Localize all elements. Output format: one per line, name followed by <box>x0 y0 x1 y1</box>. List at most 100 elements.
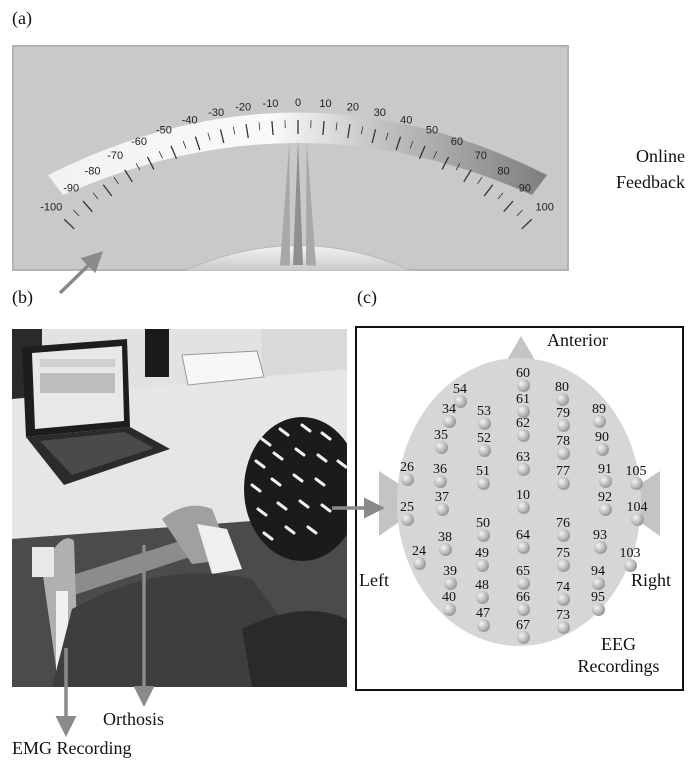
online-feedback-line2: Feedback <box>616 172 685 192</box>
eeg-electrode-38: 38 <box>425 530 465 556</box>
electrode-number: 95 <box>591 590 605 605</box>
panel-label-c: (c) <box>357 287 377 307</box>
electrode-number: 60 <box>516 366 530 381</box>
electrode-dot <box>593 541 607 554</box>
eeg-electrode-80: 80 <box>542 380 582 406</box>
electrode-number: 26 <box>400 460 414 475</box>
electrode-dot <box>400 513 414 526</box>
panel-label-b: (b) <box>12 287 33 307</box>
electrode-dot <box>556 529 570 542</box>
meter-needle <box>293 140 303 265</box>
electrode-number: 65 <box>516 564 530 579</box>
electrode-dot <box>623 559 637 572</box>
meter-tick <box>232 126 236 135</box>
electrode-dot <box>591 603 605 616</box>
meter-tick <box>521 218 533 230</box>
meter-tick <box>182 140 187 149</box>
meter-tick <box>135 163 141 171</box>
orthosis-label: Orthosis <box>103 709 165 729</box>
meter-tick-label: -70 <box>107 150 123 162</box>
eeg-electrode-105: 105 <box>616 464 656 490</box>
electrode-dot <box>598 503 612 516</box>
meter-tick <box>371 129 377 144</box>
electrode-number: 48 <box>475 578 489 593</box>
eeg-electrode-62: 62 <box>503 416 543 442</box>
meter-tick-label: -50 <box>156 124 172 136</box>
eeg-electrode-24: 24 <box>399 544 439 570</box>
meter-tick <box>63 218 75 230</box>
electrode-number: 53 <box>477 404 491 419</box>
eeg-electrode-35: 35 <box>421 428 461 454</box>
meter-tick <box>124 169 133 183</box>
meter-tick <box>409 140 414 149</box>
eeg-electrode-64: 64 <box>503 528 543 554</box>
electrode-number: 80 <box>555 380 569 395</box>
meter-needle <box>305 140 316 266</box>
eeg-electrode-39: 39 <box>430 564 470 590</box>
electrode-dot <box>516 379 530 392</box>
electrode-number: 35 <box>434 428 448 443</box>
meter-tick-label: -30 <box>208 107 224 119</box>
meter-tick <box>207 132 211 141</box>
electrode-number: 47 <box>476 606 490 621</box>
eeg-electrode-67: 67 <box>503 618 543 644</box>
eeg-electrode-73: 73 <box>543 608 583 634</box>
meter-tick <box>219 129 225 144</box>
electrode-number: 39 <box>443 564 457 579</box>
electrode-number: 25 <box>400 500 414 515</box>
electrode-number: 90 <box>595 430 609 445</box>
electrode-dot <box>477 417 491 430</box>
electrode-dot <box>442 415 456 428</box>
electrode-number: 50 <box>476 516 490 531</box>
electrode-number: 76 <box>556 516 570 531</box>
eeg-electrode-50: 50 <box>463 516 503 542</box>
electrode-number: 89 <box>592 402 606 417</box>
meter-tick <box>360 126 364 135</box>
eeg-electrode-79: 79 <box>543 406 583 432</box>
electrode-dot <box>475 559 489 572</box>
eeg-electrode-60: 60 <box>503 366 543 392</box>
meter-needle <box>280 140 291 266</box>
meter-tick-label: 60 <box>451 136 463 148</box>
eeg-electrode-25: 25 <box>387 500 427 526</box>
electrode-dot <box>595 443 609 456</box>
electrode-number: 91 <box>598 462 612 477</box>
left-ear-marker <box>379 471 399 536</box>
electrode-number: 52 <box>477 431 491 446</box>
electrode-number: 74 <box>556 580 570 595</box>
meter-tick-label: -40 <box>182 115 198 127</box>
electrode-number: 40 <box>442 590 456 605</box>
eeg-electrode-36: 36 <box>420 462 460 488</box>
meter-tick <box>385 132 389 141</box>
electrode-dot <box>591 577 605 590</box>
meter-tick <box>92 192 99 200</box>
eeg-electrode-93: 93 <box>580 528 620 554</box>
meter-tick <box>395 136 402 151</box>
meter-tick <box>73 209 80 217</box>
electrode-number: 103 <box>619 546 641 561</box>
eeg-head-map: 60 54 80 61 34 53 79 89 62 35 52 78 90 63 26 36 51 77 91 10… <box>355 326 684 691</box>
meter-tick-label: -90 <box>63 183 79 195</box>
electrode-number: 67 <box>516 618 530 633</box>
electrode-dot <box>443 577 457 590</box>
meter-tick <box>347 124 351 139</box>
electrode-dot <box>516 603 530 616</box>
eeg-electrode-78: 78 <box>543 434 583 460</box>
electrode-number: 36 <box>433 462 447 477</box>
electrode-number: 37 <box>435 490 449 505</box>
eeg-electrode-89: 89 <box>579 402 619 428</box>
meter-tick-label: -20 <box>235 101 251 113</box>
electrode-dot <box>556 477 570 490</box>
meter-tick-label: 100 <box>536 202 554 214</box>
electrode-dot <box>442 603 456 616</box>
right-label: Right <box>631 570 672 590</box>
electrode-dot <box>453 395 467 408</box>
electrode-number: 49 <box>475 546 489 561</box>
eeg-electrode-94: 94 <box>578 564 618 590</box>
meter-tick-label: 50 <box>426 124 438 136</box>
eeg-electrode-91: 91 <box>585 462 625 488</box>
electrode-dot <box>516 429 530 442</box>
electrode-number: 94 <box>591 564 605 579</box>
electrode-dot <box>434 441 448 454</box>
electrode-dot <box>592 415 606 428</box>
